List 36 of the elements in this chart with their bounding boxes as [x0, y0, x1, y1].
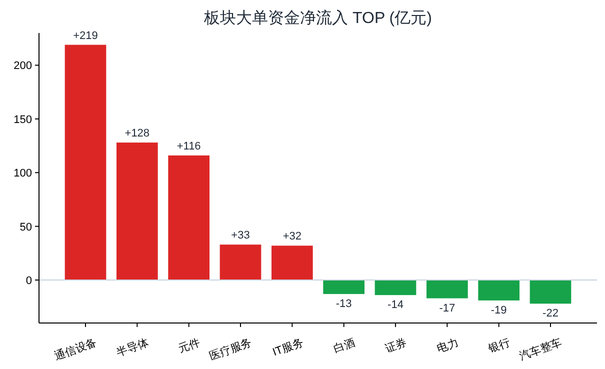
x-tick-label: 汽车整车: [518, 336, 564, 363]
x-tick-label: 银行: [486, 336, 512, 356]
bar: [272, 246, 313, 280]
data-label: -19: [490, 304, 507, 316]
x-tick-label: 证券: [383, 336, 409, 356]
data-label: -22: [542, 308, 558, 320]
x-tick-label: 半导体: [114, 336, 150, 360]
x-tick-label: 通信设备: [52, 336, 99, 363]
bar: [530, 280, 572, 304]
y-tick-label: 0: [26, 275, 32, 288]
x-tick-label: 电力: [435, 336, 460, 356]
y-tick-label: 150: [14, 114, 32, 126]
x-tick-label: 白酒: [332, 336, 357, 356]
x-tick-label: 元件: [177, 336, 202, 356]
y-tick-label: 200: [14, 60, 32, 72]
data-label: +219: [73, 30, 98, 42]
data-label: -17: [439, 302, 456, 314]
data-label: +33: [231, 230, 250, 242]
x-tick-label: 医疗服务: [208, 336, 254, 363]
x-tick-label: IT服务: [271, 336, 306, 359]
chart-title: 板块大单资金净流入 TOP (亿元): [203, 9, 432, 27]
bar: [220, 244, 262, 280]
data-label: -14: [388, 299, 404, 312]
data-label: +116: [176, 140, 201, 152]
bar: [64, 44, 106, 280]
bar: [426, 280, 468, 298]
data-label: +32: [282, 230, 302, 243]
bar: [116, 142, 158, 280]
y-tick-label: 50: [20, 221, 32, 234]
data-label: -13: [336, 298, 352, 310]
bar: [168, 155, 210, 280]
y-tick-label: 100: [14, 168, 32, 180]
bar: [478, 280, 520, 300]
data-label: +128: [124, 128, 150, 140]
bar: [323, 280, 364, 294]
bar: [374, 280, 416, 296]
